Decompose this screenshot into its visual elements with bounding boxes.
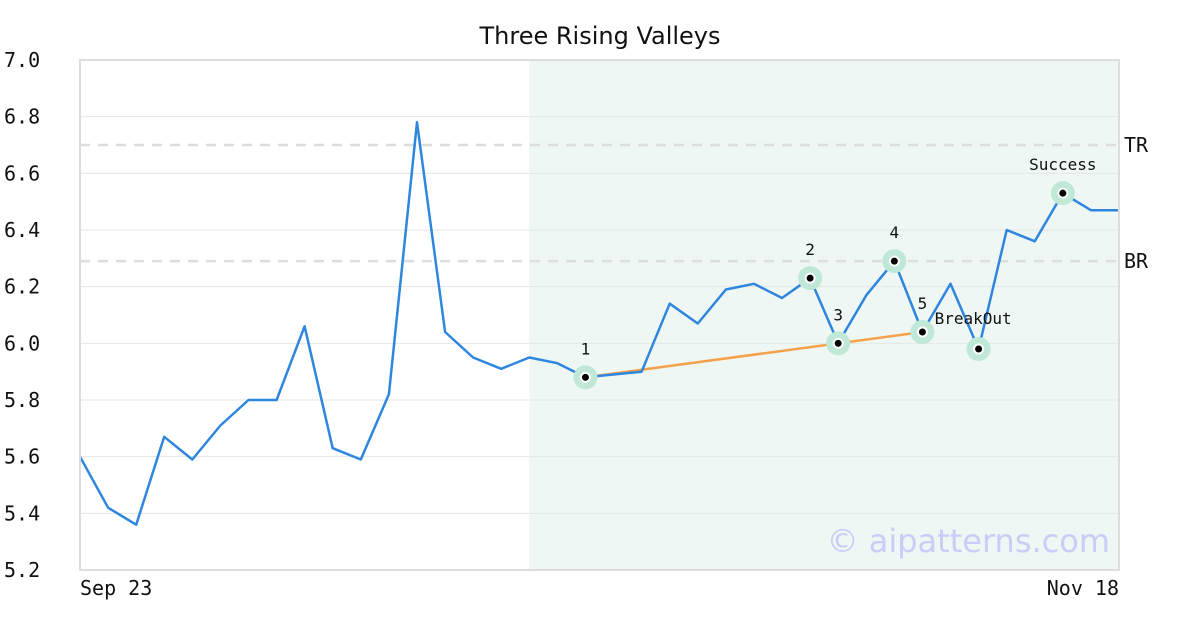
level-lines-layer: TR BR: [80, 133, 1149, 273]
pattern-point-label: Success: [1029, 155, 1096, 174]
y-tick-label: 7.0: [4, 48, 40, 72]
y-tick-label: 6.0: [4, 331, 40, 355]
pattern-point: [1059, 189, 1067, 197]
pattern-point-label: 4: [890, 223, 900, 242]
pattern-point: [581, 373, 589, 381]
y-tick-label: 6.8: [4, 105, 40, 129]
axes-layer: 7.0 6.8 6.6 6.4 6.2 6.0 5.8 5.6 5.4 5.2 Sep 23 Nov …: [4, 48, 1120, 600]
x-tick-label-end: Nov 18: [1047, 576, 1119, 600]
pattern-points-layer: 1 2 3 4 5 BreakOut Success: [573, 155, 1097, 390]
level-label-tr: TR: [1124, 133, 1149, 157]
pattern-region: [529, 60, 1119, 570]
x-tick-label-start: Sep 23: [80, 576, 152, 600]
y-tick-label: 6.6: [4, 161, 40, 185]
pattern-point-label: 2: [805, 240, 815, 259]
pattern-point-label: 5: [918, 294, 928, 313]
chart-title: Three Rising Valleys: [479, 22, 721, 50]
pattern-point: [918, 328, 926, 336]
y-tick-label: 6.4: [4, 218, 40, 242]
level-label-br: BR: [1124, 249, 1149, 273]
y-tick-label: 5.4: [4, 501, 40, 525]
watermark: © aipatterns.com: [827, 522, 1110, 560]
price-line: [78, 121, 1119, 526]
y-tick-label: 5.2: [4, 558, 40, 582]
pattern-point: [834, 339, 842, 347]
pattern-point-label: BreakOut: [935, 309, 1012, 328]
pattern-point: [890, 257, 898, 265]
series-layer: [78, 121, 1119, 526]
plot-frame: [79, 59, 1120, 571]
pattern-point: [975, 345, 983, 353]
pattern-point: [806, 274, 814, 282]
y-tick-label: 6.2: [4, 275, 40, 299]
y-tick-label: 5.6: [4, 445, 40, 469]
pattern-point-label: 1: [581, 339, 591, 358]
y-tick-label: 5.8: [4, 388, 40, 412]
pattern-point-label: 3: [833, 305, 843, 324]
